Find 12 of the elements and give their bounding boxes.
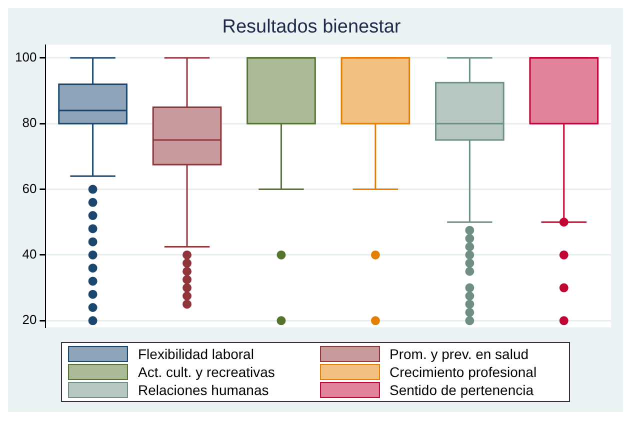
legend-label: Relaciones humanas xyxy=(138,382,269,398)
chart-title: Resultados bienestar xyxy=(222,16,402,38)
legend-label: Flexibilidad laboral xyxy=(138,346,254,362)
legend-label: Crecimiento profesional xyxy=(390,364,537,380)
legend-label: Prom. y prev. en salud xyxy=(390,346,529,362)
y-tick-label: 80 xyxy=(22,115,37,130)
y-tick-label: 60 xyxy=(22,180,37,196)
legend-label: Sentido de pertenencia xyxy=(390,382,534,398)
y-tick-label: 20 xyxy=(22,312,37,328)
y-tick-label: 100 xyxy=(14,50,37,65)
y-tick-label: 40 xyxy=(22,246,37,262)
legend-label: Act. cult. y recreativas xyxy=(138,364,275,380)
